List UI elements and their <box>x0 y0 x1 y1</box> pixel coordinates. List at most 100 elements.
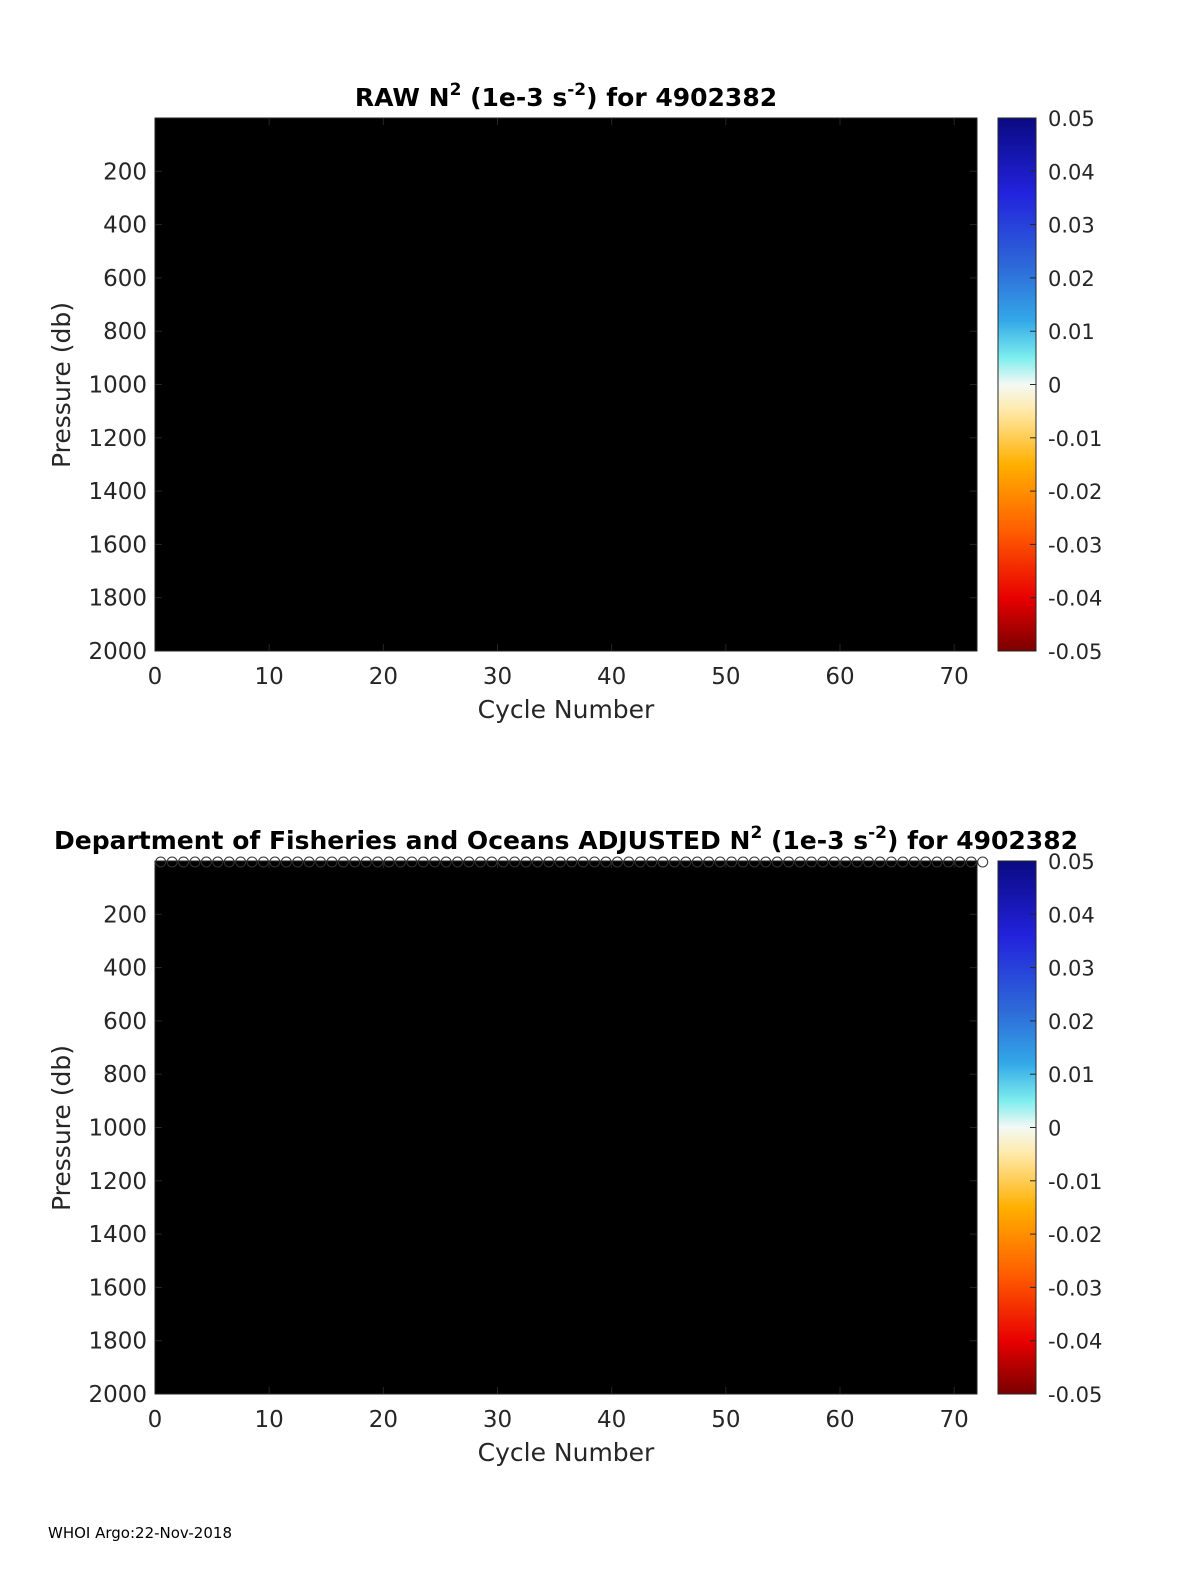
heatmap-cell <box>577 331 590 339</box>
heatmap-cell <box>760 591 772 599</box>
heatmap-cell <box>451 384 464 392</box>
heatmap-cell <box>566 184 578 192</box>
heatmap-cell <box>680 304 692 312</box>
heatmap-cell <box>657 257 670 265</box>
heatmap-cell <box>155 617 167 625</box>
heatmap-cell <box>371 137 384 146</box>
heatmap-cell <box>394 524 407 532</box>
heatmap-cell <box>200 491 213 499</box>
heatmap-cell <box>451 311 464 319</box>
heatmap-cell <box>520 337 533 345</box>
heatmap-cell <box>520 131 533 139</box>
heatmap-cell <box>451 631 464 639</box>
heatmap-cell <box>657 457 670 465</box>
heatmap-cell <box>177 644 190 652</box>
heatmap-cell <box>394 491 407 499</box>
heatmap-cell <box>349 424 361 432</box>
heatmap-cell <box>725 404 738 412</box>
heatmap-cell <box>166 144 179 152</box>
heatmap-cell <box>508 451 521 459</box>
heatmap-cell <box>451 617 464 625</box>
heatmap-cell <box>760 244 772 252</box>
heatmap-cell <box>771 451 784 459</box>
heatmap-cell <box>486 391 498 399</box>
heatmap-cell <box>474 264 487 272</box>
heatmap-cell <box>166 444 179 452</box>
heatmap-cell <box>314 344 327 352</box>
heatmap-cell <box>714 184 727 192</box>
heatmap-cell <box>828 244 841 252</box>
heatmap-cell <box>417 564 430 572</box>
heatmap-cell <box>566 591 578 599</box>
heatmap-cell <box>292 251 304 259</box>
heatmap-cell <box>155 451 167 459</box>
heatmap-cell <box>748 544 761 552</box>
heatmap-cell <box>668 337 681 345</box>
heatmap-cell <box>257 551 270 559</box>
heatmap-cell <box>406 231 418 239</box>
heatmap-cell <box>566 384 578 392</box>
heatmap-cell <box>246 557 259 565</box>
heatmap-cell <box>337 204 350 212</box>
heatmap-cell <box>371 497 384 505</box>
heatmap-cell <box>737 631 750 639</box>
heatmap-cell <box>828 191 841 199</box>
heatmap-cell <box>611 311 624 319</box>
heatmap-cell <box>531 451 544 459</box>
heatmap-cell <box>737 584 750 592</box>
heatmap-cell <box>771 364 784 372</box>
heatmap-cell <box>280 537 293 545</box>
heatmap-cell <box>371 471 384 479</box>
heatmap-cell <box>520 118 533 126</box>
heatmap-cell <box>691 617 704 625</box>
heatmap-cell <box>817 637 829 645</box>
heatmap-cell <box>417 164 430 172</box>
heatmap-cell <box>234 524 247 532</box>
heatmap-cell <box>794 571 807 579</box>
heatmap-cell <box>748 511 761 519</box>
heatmap-cell <box>588 631 601 639</box>
heatmap-cell <box>645 351 658 359</box>
heatmap-cell <box>314 364 327 372</box>
heatmap-cell <box>292 344 304 352</box>
heatmap-cell <box>189 204 202 212</box>
heatmap-cell <box>200 551 213 559</box>
heatmap-cell <box>257 224 270 232</box>
heatmap-cell <box>794 351 807 359</box>
heatmap-cell <box>200 597 213 605</box>
heatmap-cell <box>623 591 635 599</box>
heatmap-cell <box>177 124 190 132</box>
heatmap-cell <box>383 584 396 592</box>
heatmap-cell <box>166 411 179 419</box>
heatmap-cell <box>451 411 464 419</box>
heatmap-cell <box>406 444 418 452</box>
heatmap-cell <box>508 617 521 625</box>
heatmap-cell <box>463 144 476 152</box>
heatmap-cell <box>691 391 704 399</box>
heatmap-cell <box>645 364 658 372</box>
heatmap-cell <box>429 377 441 385</box>
heatmap-cell <box>177 204 190 212</box>
heatmap-cell <box>840 531 852 539</box>
heatmap-cell <box>508 384 521 392</box>
heatmap-cell <box>851 118 864 126</box>
heatmap-cell <box>474 317 487 325</box>
heatmap-cell <box>212 397 224 405</box>
heatmap-cell <box>645 277 658 285</box>
heatmap-cell <box>349 524 361 532</box>
heatmap-cell <box>668 237 681 245</box>
heatmap-cell <box>520 384 533 392</box>
heatmap-cell <box>668 377 681 385</box>
heatmap-cell <box>600 177 613 186</box>
heatmap-cell <box>497 477 510 485</box>
heatmap-cell <box>269 451 281 459</box>
heatmap-cell <box>383 497 396 505</box>
heatmap-cell <box>257 191 270 199</box>
heatmap-cell <box>794 591 807 599</box>
heatmap-cell <box>714 244 727 252</box>
heatmap-cell <box>657 544 670 552</box>
heatmap-cell <box>486 644 498 652</box>
heatmap-cell <box>680 531 692 539</box>
heatmap-cell <box>497 617 510 625</box>
heatmap-cell <box>177 511 190 519</box>
